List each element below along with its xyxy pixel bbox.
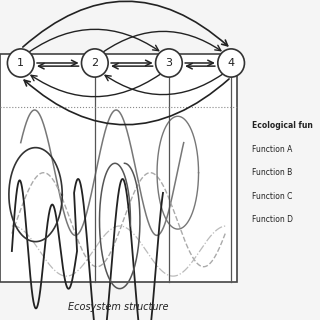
- Text: Function A: Function A: [252, 145, 292, 154]
- Text: Function B: Function B: [252, 168, 292, 177]
- Text: Function C: Function C: [252, 192, 292, 201]
- Text: 2: 2: [91, 58, 98, 68]
- Text: Ecological fun: Ecological fun: [252, 121, 313, 130]
- Text: Ecosystem structure: Ecosystem structure: [68, 302, 169, 312]
- Circle shape: [156, 49, 182, 77]
- Circle shape: [82, 49, 108, 77]
- Text: 4: 4: [228, 58, 235, 68]
- FancyBboxPatch shape: [0, 53, 237, 282]
- Circle shape: [7, 49, 34, 77]
- Text: Function D: Function D: [252, 215, 293, 224]
- Text: 1: 1: [17, 58, 24, 68]
- Circle shape: [218, 49, 244, 77]
- Text: 3: 3: [165, 58, 172, 68]
